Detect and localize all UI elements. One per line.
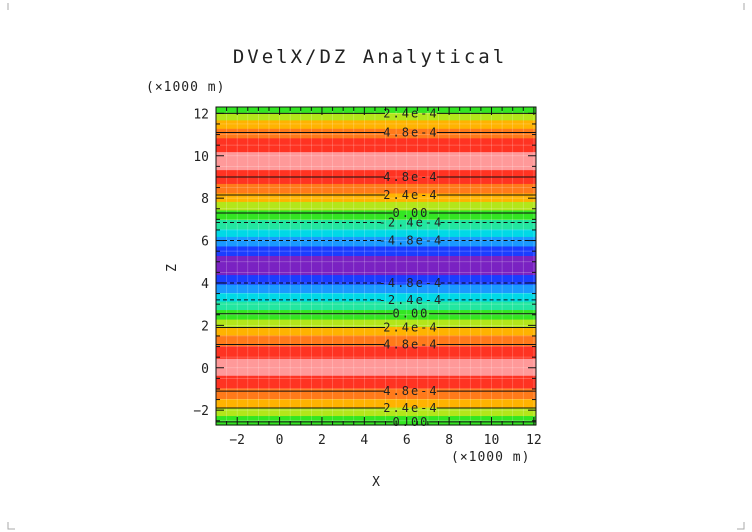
band-5 — [216, 358, 536, 376]
y-tick-label: 6 — [201, 235, 209, 250]
band-15 — [216, 255, 536, 276]
band-30 — [216, 107, 536, 113]
x-tick-label: 4 — [360, 433, 368, 448]
band-11 — [216, 300, 536, 311]
band-22 — [216, 192, 536, 202]
band-7 — [216, 334, 536, 347]
y-tick-label: 2 — [201, 319, 209, 334]
x-tick-label: 2 — [318, 433, 326, 448]
band-12 — [216, 292, 536, 302]
band-1 — [216, 406, 536, 417]
band-8 — [216, 326, 536, 336]
y-tick-label: 0 — [201, 362, 209, 377]
contour-label-10: 2.4e-4 — [383, 320, 438, 334]
band-2 — [216, 398, 536, 408]
plot-frame — [215, 106, 537, 426]
x-tick-label: 8 — [445, 433, 453, 448]
x-tick-label: 6 — [403, 433, 411, 448]
contour-label-2: 4.8e-4 — [383, 170, 438, 184]
band-27 — [216, 128, 536, 139]
band-23 — [216, 183, 536, 194]
contour-label-3: 2.4e-4 — [383, 188, 438, 202]
crop-marks — [7, 3, 745, 530]
band-3 — [216, 387, 536, 400]
y-tick-label: 12 — [193, 107, 209, 122]
contour-label-9: 0.00 — [393, 307, 430, 321]
x-axis-label: X — [372, 475, 380, 490]
band-14 — [216, 274, 536, 285]
contour-label-14: 0.00 — [393, 415, 430, 429]
band-17 — [216, 236, 536, 247]
contour-label-11: 4.8e-4 — [383, 337, 438, 351]
plot-border — [215, 106, 537, 426]
contour-label-0: 2.4e-4 — [383, 106, 438, 120]
x-axis-ticks: −2 0 2 4 6 8 10 12 — [215, 107, 542, 448]
x-tick-label: 10 — [484, 433, 500, 448]
contour-label-4: 0.00 — [393, 206, 430, 220]
band-25 — [216, 151, 536, 171]
band-9 — [216, 319, 536, 328]
y-tick-label: −2 — [193, 404, 209, 419]
band-16 — [216, 245, 536, 256]
band-10 — [216, 309, 536, 320]
x-unit-label: (×1000 m) — [451, 450, 530, 465]
y-unit-label: (×1000 m) — [146, 80, 225, 95]
band-29 — [216, 112, 536, 121]
y-axis-ticks: −2 0 2 4 6 8 10 12 — [193, 107, 536, 422]
chart-title: DVelX/DZ Analytical — [233, 46, 507, 68]
band-18 — [216, 228, 536, 237]
heatmap-bands — [216, 107, 536, 426]
x-tick-label: 0 — [276, 433, 284, 448]
band-0 — [216, 415, 536, 426]
x-tick-label: −2 — [229, 433, 245, 448]
band-19 — [216, 219, 536, 230]
band-6 — [216, 345, 536, 359]
band-28 — [216, 119, 536, 129]
y-tick-label: 4 — [201, 277, 209, 292]
band-4 — [216, 375, 536, 389]
band-26 — [216, 137, 536, 153]
contour-label-12: 4.8e-4 — [383, 384, 438, 398]
x-tick-label: 12 — [526, 433, 542, 448]
band-21 — [216, 201, 536, 211]
y-axis-label: Z — [165, 264, 180, 272]
contour-label-5: -2.4e-4 — [379, 216, 444, 230]
y-tick-label: 8 — [201, 192, 209, 207]
contour-label-6: -4.8e-4 — [379, 234, 444, 248]
contour-label-8: -2.4e-4 — [379, 293, 444, 307]
y-tick-label: 10 — [193, 150, 209, 165]
contour-label-7: -4.8e-4 — [379, 276, 444, 290]
band-20 — [216, 209, 536, 220]
band-13 — [216, 284, 536, 294]
contour-label-13: 2.4e-4 — [383, 401, 438, 415]
contour-label-1: 4.8e-4 — [383, 125, 438, 139]
